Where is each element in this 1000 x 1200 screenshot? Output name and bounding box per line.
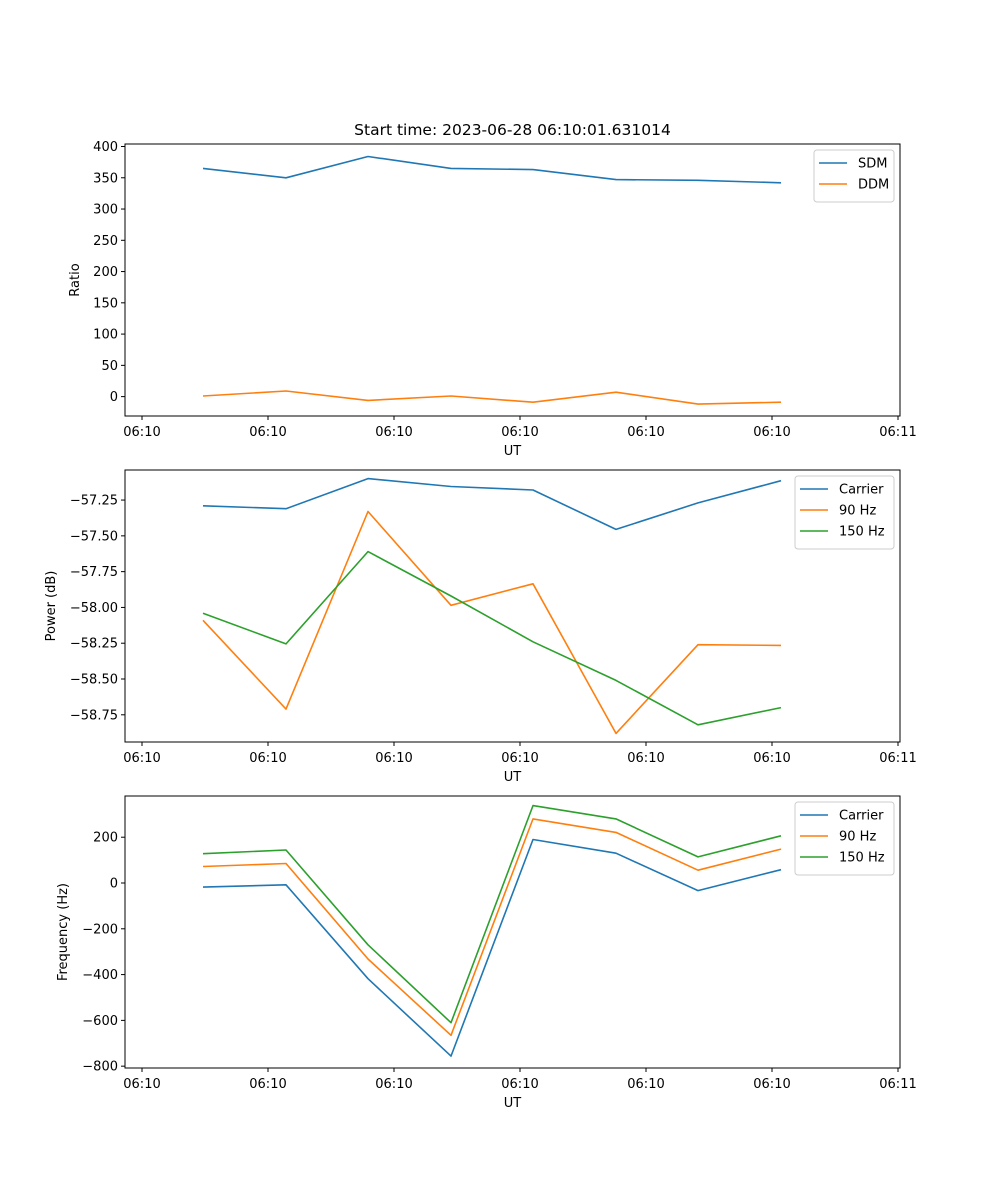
x-tick-label: 06:11 [879,751,916,766]
series-line-sdm [202,155,782,184]
x-axis-label: UT [504,770,522,785]
figure-title: Start time: 2023-06-28 06:10:01.631014 [354,121,671,139]
legend-entry-label: SDM [858,157,887,172]
x-tick-label: 06:10 [753,425,790,440]
y-tick-label: −58.75 [70,708,118,723]
x-tick-label: 06:10 [249,751,286,766]
y-tick-label: 300 [93,203,118,218]
chart-panel-3: 200 0 −200 −400 −600 −800 06:10 06:10 06:10 06:10… [56,795,917,1111]
y-tick-label: −57.75 [70,565,118,580]
y-tick-label: 0 [110,390,118,405]
x-tick-label: 06:10 [501,751,538,766]
y-tick-label: 100 [93,328,118,343]
x-tick-label: 06:10 [375,425,412,440]
y-axis-label: Power (dB) [44,571,59,642]
x-tick-label: 06:10 [627,425,664,440]
series-line-150-hz [202,804,782,1024]
x-tick-label: 06:10 [375,1077,412,1092]
x-tick-label: 06:10 [627,751,664,766]
x-tick-label: 06:10 [123,1077,160,1092]
plot-frame [124,795,901,1069]
x-tick-label: 06:11 [879,1077,916,1092]
legend: Carrier 90 Hz 150 Hz [794,801,895,876]
legend: Carrier 90 Hz 150 Hz [794,475,895,550]
legend-entry-label: 150 Hz [839,525,885,540]
y-tick-label: −800 [82,1060,118,1075]
y-tick-label: 50 [101,359,118,374]
series-line-90-hz [202,818,782,1037]
x-axis-label: UT [504,1096,522,1111]
x-tick-label: 06:10 [249,1077,286,1092]
x-tick-label: 06:11 [879,425,916,440]
legend-entry-label: 90 Hz [839,504,876,519]
x-tick-label: 06:10 [753,751,790,766]
y-tick-label: 200 [93,265,118,280]
chart-panel-2: −57.25 −57.50 −57.75 −58.00 −58.25 −58.50 −58.… [44,469,917,785]
y-tick-label: −400 [82,968,118,983]
y-tick-label: −58.50 [70,673,118,688]
series-line-150-hz [202,550,782,726]
legend-entry-label: 90 Hz [839,830,876,845]
x-tick-label: 06:10 [501,1077,538,1092]
x-tick-label: 06:10 [753,1077,790,1092]
y-tick-label: −58.25 [70,637,118,652]
y-tick-label: 400 [93,140,118,155]
y-tick-label: −200 [82,922,118,937]
x-tick-label: 06:10 [627,1077,664,1092]
y-tick-label: −57.50 [70,529,118,544]
y-axis-label: Ratio [68,263,83,296]
legend-entry-label: Carrier [839,809,884,824]
x-tick-label: 06:10 [375,751,412,766]
y-tick-label: 200 [93,831,118,846]
legend-entry-label: 150 Hz [839,851,885,866]
y-tick-label: 250 [93,234,118,249]
chart-panel-1: 0 50 100 150 200 250 300 350 400 06:10 06:10 06:10 0… [68,140,917,459]
x-tick-label: 06:10 [123,751,160,766]
y-tick-label: 350 [93,171,118,186]
panels: 0 50 100 150 200 250 300 350 400 06:10 06:10 06:10 0… [44,140,917,1111]
series-line-90-hz [202,510,782,735]
y-tick-label: 0 [110,877,118,892]
legend: SDM DDM [813,149,895,203]
y-tick-label: −57.25 [70,494,118,509]
x-tick-label: 06:10 [249,425,286,440]
series-line-carrier [202,477,782,531]
y-tick-label: −58.00 [70,601,118,616]
x-tick-label: 06:10 [123,425,160,440]
x-tick-label: 06:10 [501,425,538,440]
y-tick-label: −600 [82,1014,118,1029]
x-axis-label: UT [504,444,522,459]
plot-frame [124,469,901,743]
y-tick-label: 150 [93,296,118,311]
plot-frame [124,143,901,417]
legend-entry-label: DDM [858,178,889,193]
y-axis-label: Frequency (Hz) [56,883,71,981]
series-line-carrier [202,838,782,1057]
series-line-ddm [202,390,782,405]
legend-entry-label: Carrier [839,483,884,498]
